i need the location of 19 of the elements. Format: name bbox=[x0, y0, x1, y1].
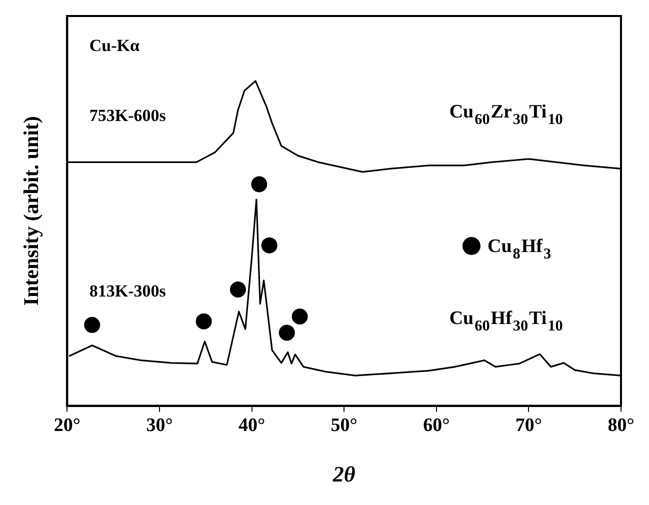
point bbox=[196, 313, 212, 330]
x-tick-label: 30° bbox=[146, 415, 173, 436]
point bbox=[292, 308, 308, 324]
x-tick-label: 60° bbox=[423, 415, 450, 436]
point bbox=[230, 282, 246, 298]
x-tick-label: 70° bbox=[515, 415, 542, 436]
point bbox=[84, 316, 100, 333]
x-axis-title: 2θ bbox=[332, 461, 356, 486]
x-tick-label: 50° bbox=[330, 415, 358, 436]
point bbox=[261, 237, 278, 254]
annotation: 813K-300s bbox=[89, 282, 166, 301]
x-tick-label: 80° bbox=[608, 415, 634, 436]
x-tick-label: 20° bbox=[54, 415, 81, 436]
point bbox=[278, 324, 295, 341]
text: Cu-Kα bbox=[89, 36, 140, 56]
point bbox=[251, 176, 268, 192]
y-axis-title: Intensity (arbit. unit) bbox=[19, 116, 44, 306]
x-tick-label: 40° bbox=[238, 415, 266, 436]
annotation: 753K-600s bbox=[89, 106, 166, 126]
